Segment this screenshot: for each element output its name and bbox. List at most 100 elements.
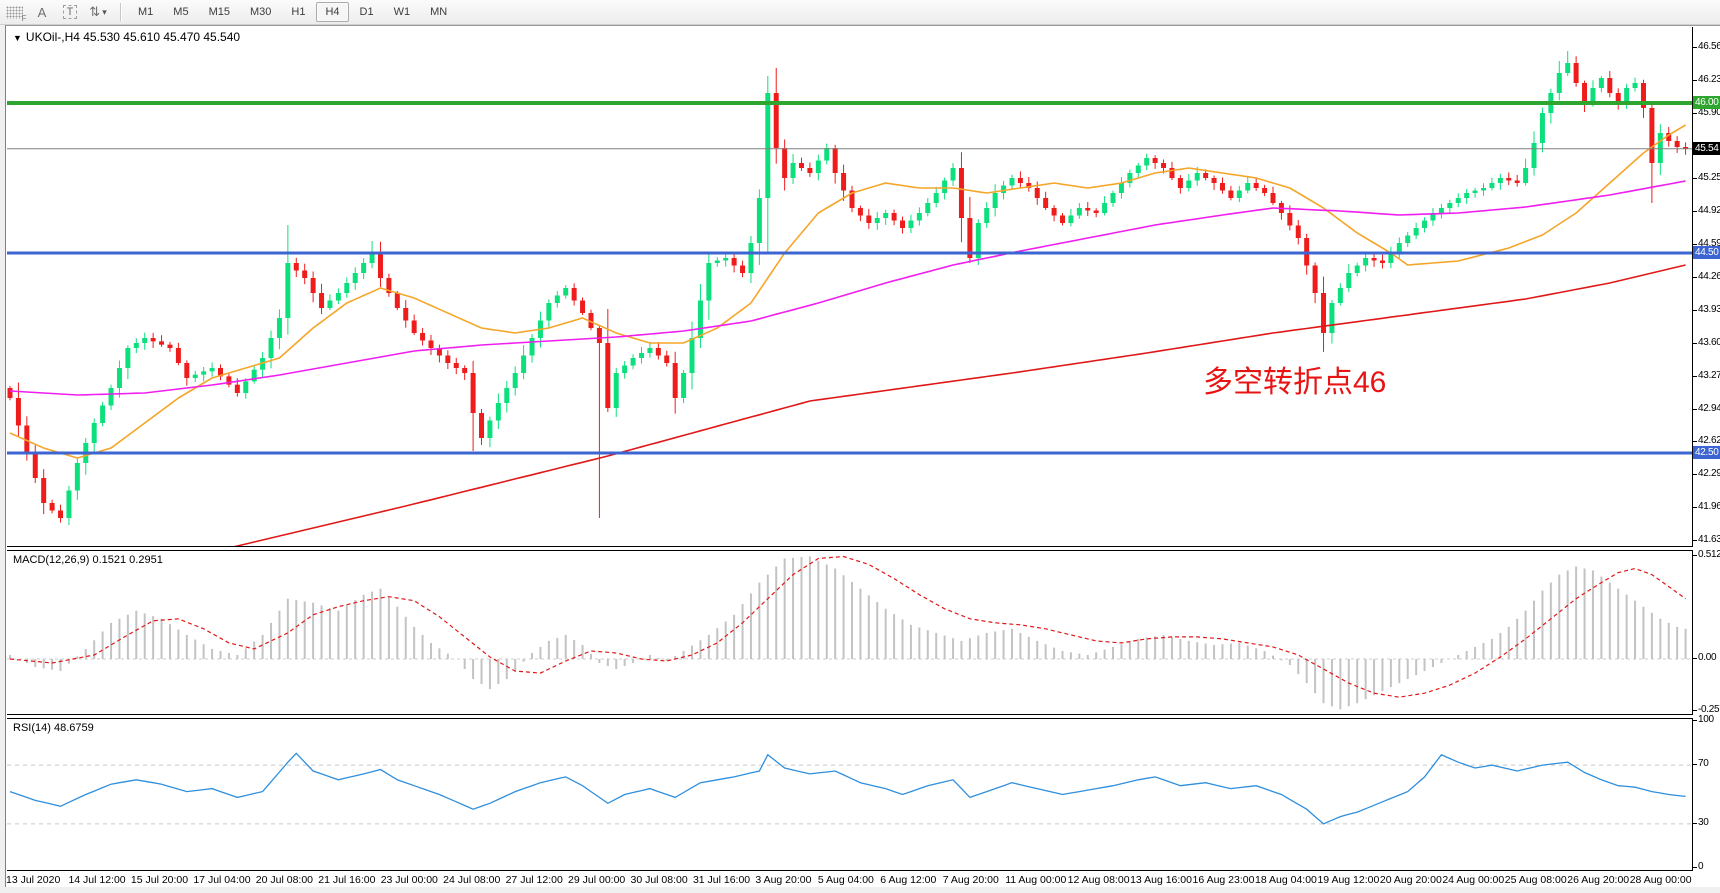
time-axis-label: 28 Aug 00:00 <box>1629 874 1692 886</box>
rsi-tick-dash <box>1693 867 1697 868</box>
price-tick-dash <box>1693 540 1697 541</box>
chart-window: ▼ UKOil-,H4 45.530 45.610 45.470 45.540 多… <box>5 25 1720 887</box>
candlestick-chart[interactable] <box>7 27 1692 546</box>
price-tick-label: 44.59 <box>1698 238 1720 249</box>
price-tick-dash <box>1693 441 1697 442</box>
price-tick-label: 46.56 <box>1698 41 1720 52</box>
price-badge: 45.54 <box>1693 141 1720 155</box>
timeframe-mn-button[interactable]: MN <box>430 6 448 18</box>
text-label-tool-icon: T <box>62 5 78 19</box>
timeframe-m15-button[interactable]: M15 <box>208 6 230 18</box>
fibonacci-tool-button[interactable]: F <box>3 2 27 23</box>
time-axis-label: 19 Aug 12:00 <box>1317 874 1380 886</box>
price-tick-label: 43.60 <box>1698 337 1720 348</box>
price-tick-dash <box>1693 80 1697 81</box>
rsi-tick-dash <box>1693 822 1697 824</box>
rsi-chart[interactable] <box>7 719 1692 870</box>
price-chart-panel[interactable]: ▼ UKOil-,H4 45.530 45.610 45.470 45.540 多… <box>7 27 1693 547</box>
price-tick-dash <box>1693 507 1697 508</box>
price-tick-label: 45.90 <box>1698 107 1720 118</box>
time-axis-label: 23 Jul 00:00 <box>380 874 438 886</box>
price-tick-dash <box>1693 178 1697 179</box>
timeframe-m1-button[interactable]: M1 <box>138 6 154 18</box>
time-axis-label: 20 Aug 20:00 <box>1379 874 1442 886</box>
time-axis-label: 16 Aug 23:00 <box>1192 874 1255 886</box>
time-axis-label: 13 Aug 16:00 <box>1130 874 1192 886</box>
time-axis-label: 3 Aug 20:00 <box>755 874 812 886</box>
rsi-tick-label: 30 <box>1698 816 1709 828</box>
time-axis-label: 17 Jul 04:00 <box>193 874 251 886</box>
price-tick-label: 44.92 <box>1698 205 1720 216</box>
price-tick-dash <box>1693 211 1697 212</box>
price-tick-label: 43.27 <box>1698 370 1720 381</box>
timeframe-h4-button[interactable]: H4 <box>316 2 349 22</box>
symbol-dropdown-icon[interactable]: ▼ <box>13 33 22 43</box>
time-axis-label: 26 Aug 20:00 <box>1567 874 1630 886</box>
time-axis-label: 18 Aug 04:00 <box>1255 874 1317 886</box>
time-axis-label: 24 Aug 00:00 <box>1442 874 1505 886</box>
text-label-tool-button[interactable]: T <box>59 2 81 22</box>
time-axis-label: 5 Aug 04:00 <box>817 874 874 886</box>
macd-tick-label: 0.5121 <box>1698 549 1720 561</box>
timeframe-m5-button[interactable]: M5 <box>173 6 189 18</box>
arrows-tool-icon: ⇅ <box>89 4 101 19</box>
time-axis-label: 31 Jul 16:00 <box>692 874 751 886</box>
price-tick-label: 41.63 <box>1698 534 1720 545</box>
time-axis-label: 20 Jul 08:00 <box>255 874 314 886</box>
time-axis-label: 15 Jul 20:00 <box>130 874 189 886</box>
macd-tick-label: -0.2571 <box>1698 703 1720 715</box>
macd-chart[interactable] <box>7 551 1692 714</box>
arrows-tool-button[interactable]: ⇅ ▾ <box>87 2 109 22</box>
price-tick-dash <box>1693 277 1697 278</box>
price-tick-label: 42.62 <box>1698 435 1720 446</box>
rsi-tick-label: 0 <box>1698 861 1704 872</box>
text-tool-icon: A <box>37 4 47 20</box>
toolbar-separator <box>120 3 122 21</box>
time-axis-label: 30 Jul 08:00 <box>630 874 688 886</box>
price-badge: 44.50 <box>1693 246 1720 259</box>
macd-tick-dash <box>1693 555 1697 557</box>
rsi-tick-label: 100 <box>1698 714 1714 725</box>
timeframe-m30-button[interactable]: M30 <box>249 6 272 18</box>
toolbar: F A T ⇅ ▾ M1 M5 M15 M30 H1 H4 D1 W1 MN <box>0 0 1720 25</box>
price-tick-dash <box>1693 474 1697 475</box>
price-tick-label: 42.94 <box>1698 403 1720 414</box>
timeframe-d1-button[interactable]: D1 <box>359 6 374 18</box>
price-tick-dash <box>1693 244 1697 245</box>
time-axis-label: 11 Aug 00:00 <box>1005 874 1067 886</box>
time-axis-label: 14 Jul 12:00 <box>68 874 126 886</box>
timeframe-w1-button[interactable]: W1 <box>393 6 411 18</box>
price-tick-label: 45.25 <box>1698 172 1720 183</box>
timeframe-h1-button[interactable]: H1 <box>291 6 306 18</box>
chevron-down-icon: ▾ <box>102 6 107 17</box>
time-axis-label: 25 Aug 08:00 <box>1504 874 1567 886</box>
time-axis-label: 27 Jul 12:00 <box>505 874 563 886</box>
price-tick-dash <box>1693 409 1697 410</box>
macd-tick-dash <box>1693 709 1697 711</box>
time-axis-label: 24 Jul 08:00 <box>443 874 501 886</box>
chart-title-text: UKOil-,H4 45.530 45.610 45.470 45.540 <box>25 30 241 44</box>
macd-tick-label: 0.00 <box>1698 652 1717 663</box>
price-tick-label: 44.26 <box>1698 271 1720 282</box>
macd-indicator-panel[interactable]: MACD(12,26,9) 0.1521 0.2951 <box>7 550 1693 715</box>
price-tick-dash <box>1693 47 1697 48</box>
time-axis-label: 12 Aug 08:00 <box>1067 874 1130 886</box>
rsi-label: RSI(14) 48.6759 <box>13 722 94 734</box>
text-tool-button[interactable]: A <box>31 2 53 22</box>
price-tick-dash <box>1693 343 1697 344</box>
price-badge: 46.00 <box>1693 96 1720 109</box>
fibonacci-grid-icon: F <box>5 5 27 23</box>
price-tick-label: 42.29 <box>1698 468 1720 479</box>
rsi-indicator-panel[interactable]: RSI(14) 48.6759 <box>7 718 1693 871</box>
chart-title: ▼ UKOil-,H4 45.530 45.610 45.470 45.540 <box>13 30 240 44</box>
price-tick-dash <box>1693 310 1697 311</box>
rsi-tick-dash <box>1693 720 1697 721</box>
time-axis-label: 6 Aug 12:00 <box>880 874 937 886</box>
time-axis-label: 21 Jul 16:00 <box>318 874 376 886</box>
time-axis-label: 7 Aug 20:00 <box>942 874 999 886</box>
chart-annotation-text[interactable]: 多空转折点46 <box>1203 366 1387 399</box>
price-tick-dash <box>1693 113 1697 114</box>
price-tick-dash <box>1693 376 1697 377</box>
price-badge: 42.50 <box>1693 446 1720 459</box>
